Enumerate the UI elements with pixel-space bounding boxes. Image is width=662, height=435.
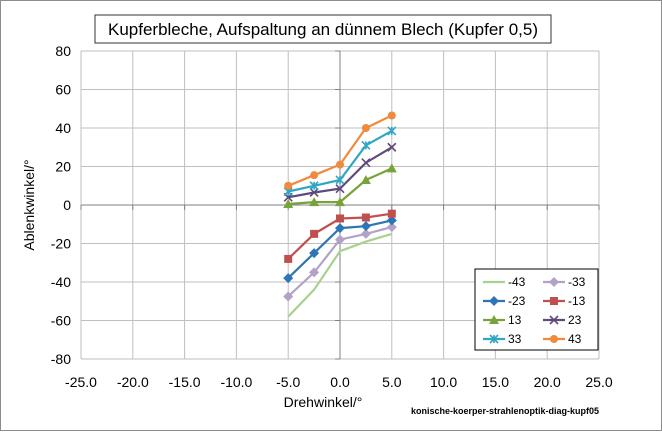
- y-tick-label: 80: [55, 43, 71, 59]
- series-neg23-point: [360, 221, 371, 232]
- series-13-point: [386, 163, 397, 173]
- series-23-point: [361, 158, 371, 168]
- series-neg23-point: [335, 223, 345, 234]
- legend-item-neg33-marker: [549, 277, 559, 287]
- series-neg23-point: [386, 215, 397, 226]
- series-13-point: [309, 197, 320, 207]
- legend-item-23-label: 23: [568, 313, 582, 327]
- series-23: [283, 142, 397, 202]
- series-neg13: [284, 209, 396, 263]
- y-tick-label: 60: [55, 82, 71, 98]
- y-tick-label: -40: [51, 274, 71, 290]
- legend-item-33: 33: [483, 332, 522, 346]
- series-33-point: [309, 181, 319, 191]
- x-tick-label: -10.0: [220, 374, 252, 390]
- series-neg43: [287, 232, 393, 318]
- series-neg13-point: [387, 209, 396, 218]
- x-tick-label: -15.0: [169, 374, 201, 390]
- legend-item-neg13-label: -13: [568, 294, 586, 308]
- series-neg33-point: [360, 228, 371, 239]
- series-33: [283, 126, 397, 197]
- legend-item-neg43-label: -43: [508, 275, 526, 289]
- legend-item-43-marker: [550, 335, 558, 343]
- x-tick-label: 0.0: [330, 374, 350, 390]
- x-tick-label: 25.0: [585, 374, 612, 390]
- series-43: [284, 111, 396, 190]
- series-43-point: [310, 171, 319, 180]
- chart-title: Kupferbleche, Aufspaltung an dünnem Blec…: [108, 20, 538, 39]
- legend-item-neg23-label: -23: [508, 294, 526, 308]
- legend-item-neg13: -13: [543, 294, 586, 308]
- series-neg23-point: [283, 273, 294, 284]
- series-neg13-point: [310, 229, 319, 238]
- series-23-point: [335, 184, 345, 194]
- legend-item-neg23: -23: [483, 294, 526, 308]
- x-tick-label: 5.0: [382, 374, 402, 390]
- series-neg13-point: [284, 254, 293, 263]
- series-neg43-line: [287, 232, 393, 318]
- series-neg33-point: [309, 267, 320, 278]
- y-axis-label: Ablenkwinkel/°: [21, 159, 37, 250]
- series-13: [283, 163, 397, 209]
- series-layer: [283, 111, 397, 318]
- legend-item-neg23-marker: [489, 296, 499, 306]
- series-43-point: [336, 160, 344, 169]
- legend-item-33-label: 33: [508, 332, 522, 346]
- y-tick-label: -60: [51, 313, 71, 329]
- legend-item-23-marker: [549, 315, 559, 325]
- series-43-point: [387, 111, 396, 120]
- y-tick-label: 20: [55, 159, 71, 175]
- y-tick-label: 0: [63, 197, 71, 213]
- legend-item-43-label: 43: [568, 332, 582, 346]
- series-13-point: [360, 174, 371, 184]
- series-43-point: [361, 124, 370, 132]
- y-tick-label: -80: [51, 351, 71, 367]
- series-neg23: [283, 215, 397, 284]
- legend-item-neg13-marker: [550, 297, 558, 305]
- legend-item-33-marker: [489, 334, 499, 344]
- series-23-point: [387, 142, 397, 152]
- series-neg33-point: [283, 291, 294, 302]
- legend-item-neg33-label: -33: [568, 275, 586, 289]
- legend-item-13-label: 13: [508, 313, 522, 327]
- legend-item-23: 23: [543, 313, 582, 327]
- series-23-point: [309, 187, 319, 198]
- series-neg13-point: [336, 214, 344, 223]
- series-neg23-point: [309, 248, 320, 259]
- x-tick-label: -20.0: [117, 374, 149, 390]
- legend-item-neg43: -43: [483, 275, 526, 289]
- series-33-point: [387, 126, 397, 136]
- legend-item-neg33: -33: [543, 275, 586, 289]
- y-tick-label: 40: [55, 120, 71, 136]
- series-neg13-point: [361, 213, 370, 222]
- series-33-point: [361, 140, 371, 150]
- series-13-point: [283, 199, 294, 209]
- series-13-point: [335, 197, 345, 207]
- x-tick-label: -25.0: [65, 374, 97, 390]
- series-33-point: [335, 175, 345, 185]
- x-tick-label: 10.0: [430, 374, 457, 390]
- series-43-point: [284, 181, 293, 190]
- x-axis-label: Drehwinkel/°: [284, 394, 363, 410]
- x-tick-label: 20.0: [534, 374, 561, 390]
- legend-item-13-marker: [489, 315, 499, 324]
- title-box: [94, 14, 552, 44]
- legend-item-43: 43: [543, 332, 582, 346]
- x-tick-label: 15.0: [482, 374, 509, 390]
- legend-item-13: 13: [483, 313, 522, 327]
- axes: -80 -60 -40 -20 0 20 40 60 80 -25.0 -20.0 -15.0 -10.…: [51, 43, 613, 390]
- legend: -43 -33 -23 -13 13 23 33 43: [474, 268, 599, 351]
- footnote: konische-koerper-strahlenoptik-diag-kupf…: [411, 406, 599, 416]
- y-tick-label: -20: [51, 236, 71, 252]
- series-neg33: [283, 222, 397, 302]
- series-neg33-point: [386, 222, 397, 233]
- series-neg33-point: [335, 234, 345, 245]
- x-tick-label: -5.0: [276, 374, 300, 390]
